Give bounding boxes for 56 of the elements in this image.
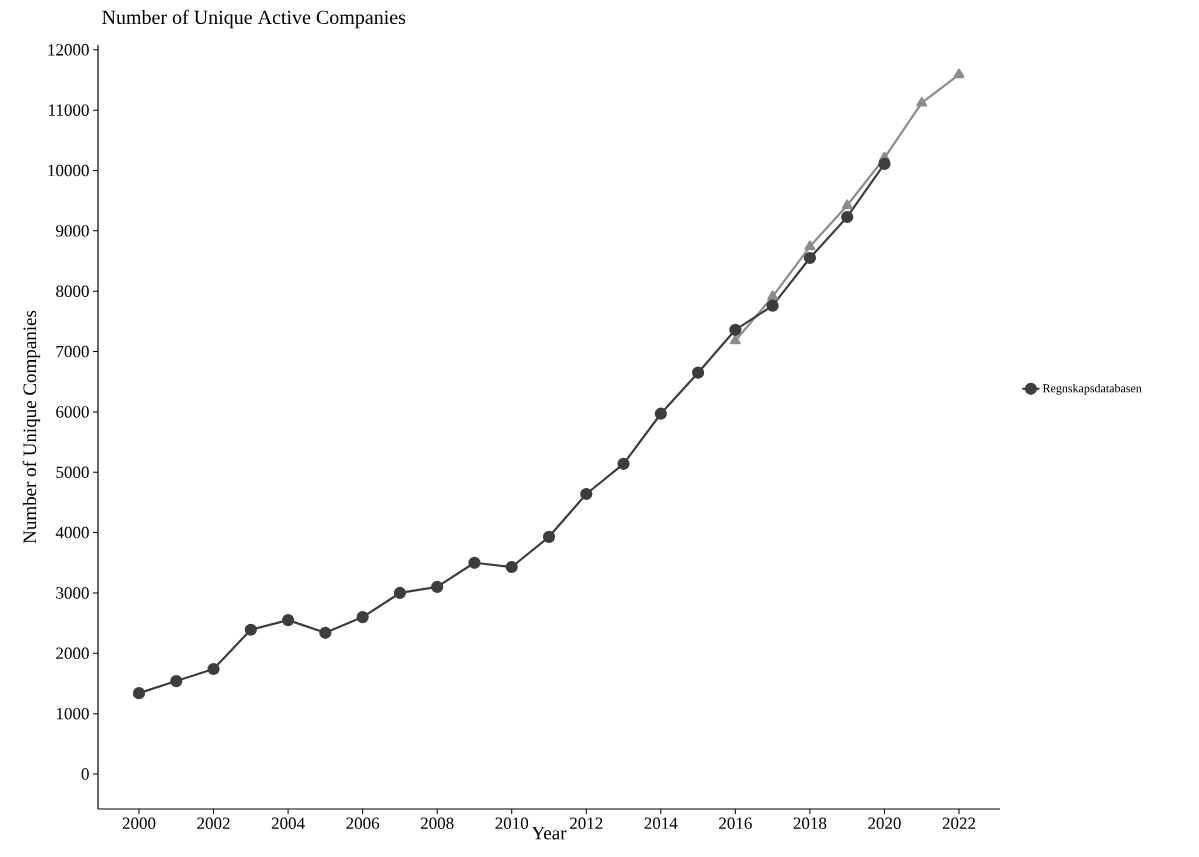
x-tick-label: 2022 bbox=[942, 817, 976, 830]
x-axis-title: Year bbox=[531, 826, 567, 840]
y-tick-label: 10000 bbox=[48, 164, 89, 177]
point bbox=[580, 487, 593, 501]
point bbox=[207, 662, 220, 676]
y-tick-label: 1000 bbox=[56, 707, 89, 720]
x-tick-label: 2000 bbox=[122, 817, 156, 830]
point bbox=[841, 210, 854, 224]
point bbox=[767, 290, 779, 301]
x-tick-label: 2016 bbox=[719, 817, 752, 830]
point bbox=[542, 530, 556, 543]
legend-label: Regnskapsdatabasen bbox=[1042, 383, 1142, 395]
point bbox=[468, 556, 481, 569]
y-tick-label: 12000 bbox=[48, 44, 89, 56]
x-tick-label: 2012 bbox=[570, 817, 603, 830]
point bbox=[766, 299, 779, 312]
y-tick-label: 2000 bbox=[56, 647, 89, 660]
point bbox=[319, 626, 332, 639]
point bbox=[244, 623, 257, 636]
point bbox=[953, 68, 965, 79]
x-tick-label: 2008 bbox=[420, 817, 454, 830]
point bbox=[692, 366, 705, 379]
point bbox=[654, 407, 667, 420]
y-tick-label: 9000 bbox=[56, 225, 89, 237]
point bbox=[393, 586, 407, 600]
point bbox=[916, 96, 928, 107]
x-tick-label: 2018 bbox=[793, 817, 827, 830]
y-tick-label: 0 bbox=[81, 768, 89, 780]
x-tick-label: 2020 bbox=[868, 817, 901, 830]
y-tick-label: 3000 bbox=[56, 587, 89, 599]
y-tick-label: 4000 bbox=[55, 526, 89, 539]
x-tick-label: 2010 bbox=[495, 817, 529, 830]
point bbox=[804, 240, 816, 251]
y-tick-label: 5000 bbox=[56, 466, 89, 478]
point bbox=[170, 674, 183, 688]
point bbox=[878, 157, 891, 170]
y-axis-title: Number of Unique Companies bbox=[22, 310, 41, 544]
x-tick-label: 2002 bbox=[197, 817, 230, 830]
point bbox=[729, 334, 741, 345]
point bbox=[617, 457, 630, 470]
point bbox=[729, 323, 742, 336]
x-tick-label: 2004 bbox=[271, 817, 305, 830]
y-tick-label: 6000 bbox=[56, 406, 89, 418]
point bbox=[841, 199, 853, 210]
x-tick-label: 2014 bbox=[644, 817, 678, 830]
y-tick-label: 11000 bbox=[49, 104, 89, 116]
x-tick-label: 2006 bbox=[346, 817, 380, 830]
point bbox=[132, 687, 146, 700]
y-tick-label: 7000 bbox=[56, 345, 89, 358]
point bbox=[431, 580, 444, 594]
point bbox=[281, 614, 295, 627]
point bbox=[356, 610, 369, 624]
point bbox=[803, 251, 817, 265]
chart-title: Number of Unique Active Companies bbox=[102, 9, 406, 29]
y-tick-label: 8000 bbox=[56, 285, 89, 297]
point bbox=[505, 560, 518, 574]
